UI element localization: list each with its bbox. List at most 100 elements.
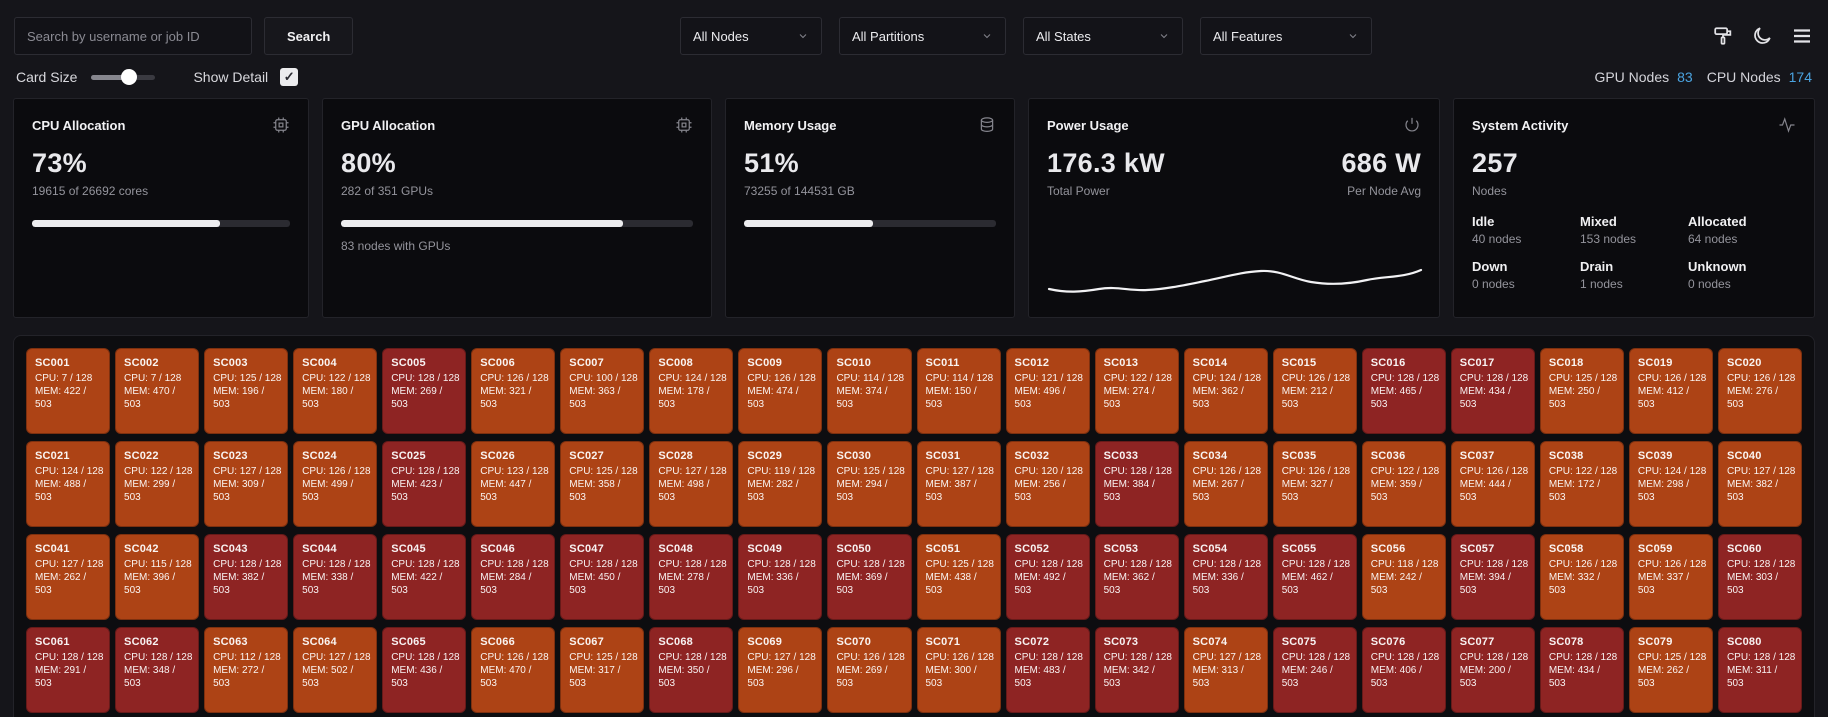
- node-card[interactable]: SC071 CPU: 126 / 128 MEM: 300 / 503: [916, 627, 1001, 713]
- node-card[interactable]: SC013 CPU: 122 / 128 MEM: 274 / 503: [1094, 348, 1179, 434]
- node-card[interactable]: SC060 CPU: 128 / 128 MEM: 303 / 503: [1717, 534, 1802, 620]
- node-card[interactable]: SC063 CPU: 112 / 128 MEM: 272 / 503: [204, 627, 289, 713]
- node-card[interactable]: SC062 CPU: 128 / 128 MEM: 348 / 503: [115, 627, 200, 713]
- node-card[interactable]: SC053 CPU: 128 / 128 MEM: 362 / 503: [1094, 534, 1179, 620]
- node-card[interactable]: SC031 CPU: 127 / 128 MEM: 387 / 503: [916, 441, 1001, 527]
- node-card[interactable]: SC044 CPU: 128 / 128 MEM: 338 / 503: [293, 534, 378, 620]
- node-card[interactable]: SC011 CPU: 114 / 128 MEM: 150 / 503: [916, 348, 1001, 434]
- node-card[interactable]: SC049 CPU: 128 / 128 MEM: 336 / 503: [738, 534, 823, 620]
- node-card[interactable]: SC032 CPU: 120 / 128 MEM: 256 / 503: [1005, 441, 1090, 527]
- node-card[interactable]: SC024 CPU: 126 / 128 MEM: 499 / 503: [293, 441, 378, 527]
- node-card[interactable]: SC048 CPU: 128 / 128 MEM: 278 / 503: [649, 534, 734, 620]
- node-card[interactable]: SC054 CPU: 128 / 128 MEM: 336 / 503: [1183, 534, 1268, 620]
- nodes-filter-dropdown[interactable]: All Nodes: [680, 17, 822, 55]
- node-card[interactable]: SC064 CPU: 127 / 128 MEM: 502 / 503: [293, 627, 378, 713]
- node-card[interactable]: SC006 CPU: 126 / 128 MEM: 321 / 503: [471, 348, 556, 434]
- node-card[interactable]: SC043 CPU: 128 / 128 MEM: 382 / 503: [204, 534, 289, 620]
- node-card[interactable]: SC042 CPU: 115 / 128 MEM: 396 / 503: [115, 534, 200, 620]
- node-card[interactable]: SC078 CPU: 128 / 128 MEM: 434 / 503: [1539, 627, 1624, 713]
- node-card[interactable]: SC074 CPU: 127 / 128 MEM: 313 / 503: [1183, 627, 1268, 713]
- node-card[interactable]: SC033 CPU: 128 / 128 MEM: 384 / 503: [1094, 441, 1179, 527]
- node-card[interactable]: SC058 CPU: 126 / 128 MEM: 332 / 503: [1539, 534, 1624, 620]
- show-detail-checkbox[interactable]: ✓: [280, 68, 299, 86]
- node-card[interactable]: SC045 CPU: 128 / 128 MEM: 422 / 503: [382, 534, 467, 620]
- features-filter-dropdown[interactable]: All Features: [1200, 17, 1372, 55]
- node-card[interactable]: SC065 CPU: 128 / 128 MEM: 436 / 503: [382, 627, 467, 713]
- node-card[interactable]: SC034 CPU: 126 / 128 MEM: 267 / 503: [1183, 441, 1268, 527]
- node-card[interactable]: SC050 CPU: 128 / 128 MEM: 369 / 503: [827, 534, 912, 620]
- node-card[interactable]: SC067 CPU: 125 / 128 MEM: 317 / 503: [560, 627, 645, 713]
- search-button[interactable]: Search: [264, 17, 354, 55]
- node-card[interactable]: SC069 CPU: 127 / 128 MEM: 296 / 503: [738, 627, 823, 713]
- node-card[interactable]: SC040 CPU: 127 / 128 MEM: 382 / 503: [1717, 441, 1802, 527]
- node-card[interactable]: SC030 CPU: 125 / 128 MEM: 294 / 503: [827, 441, 912, 527]
- node-card[interactable]: SC035 CPU: 126 / 128 MEM: 327 / 503: [1272, 441, 1357, 527]
- node-card[interactable]: SC055 CPU: 128 / 128 MEM: 462 / 503: [1272, 534, 1357, 620]
- gpu-progress-track: [341, 220, 693, 227]
- node-card[interactable]: SC068 CPU: 128 / 128 MEM: 350 / 503: [649, 627, 734, 713]
- node-card[interactable]: SC039 CPU: 124 / 128 MEM: 298 / 503: [1628, 441, 1713, 527]
- card-size-slider[interactable]: [91, 69, 156, 85]
- node-card[interactable]: SC012 CPU: 121 / 128 MEM: 496 / 503: [1005, 348, 1090, 434]
- node-card[interactable]: SC061 CPU: 128 / 128 MEM: 291 / 503: [26, 627, 111, 713]
- node-card[interactable]: SC003 CPU: 125 / 128 MEM: 196 / 503: [204, 348, 289, 434]
- partitions-filter-dropdown[interactable]: All Partitions: [839, 17, 1006, 55]
- slider-thumb[interactable]: [120, 69, 137, 85]
- node-card[interactable]: SC022 CPU: 122 / 128 MEM: 299 / 503: [115, 441, 200, 527]
- node-card[interactable]: SC072 CPU: 128 / 128 MEM: 483 / 503: [1005, 627, 1090, 713]
- node-card[interactable]: SC014 CPU: 124 / 128 MEM: 362 / 503: [1183, 348, 1268, 434]
- cpu-nodes-count[interactable]: 174: [1788, 69, 1812, 85]
- paint-roller-icon[interactable]: [1712, 25, 1734, 47]
- moon-icon[interactable]: [1751, 25, 1773, 47]
- node-card[interactable]: SC059 CPU: 126 / 128 MEM: 337 / 503: [1628, 534, 1713, 620]
- node-mem: MEM: 309 / 503: [213, 479, 265, 504]
- menu-icon[interactable]: [1790, 24, 1814, 48]
- node-card[interactable]: SC028 CPU: 127 / 128 MEM: 498 / 503: [649, 441, 734, 527]
- states-filter-dropdown[interactable]: All States: [1023, 17, 1183, 55]
- gpu-nodes-count[interactable]: 83: [1677, 69, 1693, 85]
- node-card[interactable]: SC052 CPU: 128 / 128 MEM: 492 / 503: [1005, 534, 1090, 620]
- node-card[interactable]: SC075 CPU: 128 / 128 MEM: 246 / 503: [1272, 627, 1357, 713]
- node-card[interactable]: SC037 CPU: 126 / 128 MEM: 444 / 503: [1450, 441, 1535, 527]
- node-name: SC067: [569, 636, 604, 648]
- node-card[interactable]: SC047 CPU: 128 / 128 MEM: 450 / 503: [560, 534, 645, 620]
- node-card[interactable]: SC002 CPU: 7 / 128 MEM: 470 / 503: [115, 348, 200, 434]
- node-card[interactable]: SC021 CPU: 124 / 128 MEM: 488 / 503: [26, 441, 111, 527]
- node-card[interactable]: SC018 CPU: 125 / 128 MEM: 250 / 503: [1539, 348, 1624, 434]
- node-card[interactable]: SC066 CPU: 126 / 128 MEM: 470 / 503: [471, 627, 556, 713]
- node-card[interactable]: SC073 CPU: 128 / 128 MEM: 342 / 503: [1094, 627, 1179, 713]
- search-input[interactable]: [14, 17, 252, 55]
- node-card[interactable]: SC070 CPU: 126 / 128 MEM: 269 / 503: [827, 627, 912, 713]
- node-card[interactable]: SC029 CPU: 119 / 128 MEM: 282 / 503: [738, 441, 823, 527]
- node-card[interactable]: SC036 CPU: 122 / 128 MEM: 359 / 503: [1361, 441, 1446, 527]
- node-card[interactable]: SC077 CPU: 128 / 128 MEM: 200 / 503: [1450, 627, 1535, 713]
- node-card[interactable]: SC017 CPU: 128 / 128 MEM: 434 / 503: [1450, 348, 1535, 434]
- node-card[interactable]: SC009 CPU: 126 / 128 MEM: 474 / 503: [738, 348, 823, 434]
- node-card[interactable]: SC015 CPU: 126 / 128 MEM: 212 / 503: [1272, 348, 1357, 434]
- node-card[interactable]: SC080 CPU: 128 / 128 MEM: 311 / 503: [1717, 627, 1802, 713]
- node-card[interactable]: SC051 CPU: 125 / 128 MEM: 438 / 503: [916, 534, 1001, 620]
- node-card[interactable]: SC026 CPU: 123 / 128 MEM: 447 / 503: [471, 441, 556, 527]
- node-card[interactable]: SC004 CPU: 122 / 128 MEM: 180 / 503: [293, 348, 378, 434]
- node-card[interactable]: SC046 CPU: 128 / 128 MEM: 284 / 503: [471, 534, 556, 620]
- node-card[interactable]: SC057 CPU: 128 / 128 MEM: 394 / 503: [1450, 534, 1535, 620]
- node-name: SC037: [1459, 450, 1495, 462]
- node-card[interactable]: SC016 CPU: 128 / 128 MEM: 465 / 503: [1361, 348, 1446, 434]
- node-card[interactable]: SC056 CPU: 118 / 128 MEM: 242 / 503: [1361, 534, 1446, 620]
- node-card[interactable]: SC005 CPU: 128 / 128 MEM: 269 / 503: [382, 348, 467, 434]
- node-card[interactable]: SC027 CPU: 125 / 128 MEM: 358 / 503: [560, 441, 645, 527]
- node-card[interactable]: SC019 CPU: 126 / 128 MEM: 412 / 503: [1628, 348, 1713, 434]
- node-card[interactable]: SC023 CPU: 127 / 128 MEM: 309 / 503: [204, 441, 289, 527]
- node-card[interactable]: SC041 CPU: 127 / 128 MEM: 262 / 503: [26, 534, 111, 620]
- node-card[interactable]: SC001 CPU: 7 / 128 MEM: 422 / 503: [26, 348, 111, 434]
- node-card[interactable]: SC010 CPU: 114 / 128 MEM: 374 / 503: [827, 348, 912, 434]
- node-card[interactable]: SC038 CPU: 122 / 128 MEM: 172 / 503: [1539, 441, 1624, 527]
- node-cpu: CPU: 125 / 128: [569, 466, 638, 477]
- node-card[interactable]: SC076 CPU: 128 / 128 MEM: 406 / 503: [1361, 627, 1446, 713]
- node-card[interactable]: SC079 CPU: 125 / 128 MEM: 262 / 503: [1628, 627, 1713, 713]
- node-card[interactable]: SC020 CPU: 126 / 128 MEM: 276 / 503: [1717, 348, 1802, 434]
- node-mem: MEM: 313 / 503: [1192, 665, 1244, 690]
- node-card[interactable]: SC008 CPU: 124 / 128 MEM: 178 / 503: [649, 348, 734, 434]
- node-card[interactable]: SC007 CPU: 100 / 128 MEM: 363 / 503: [560, 348, 645, 434]
- node-card[interactable]: SC025 CPU: 128 / 128 MEM: 423 / 503: [382, 441, 467, 527]
